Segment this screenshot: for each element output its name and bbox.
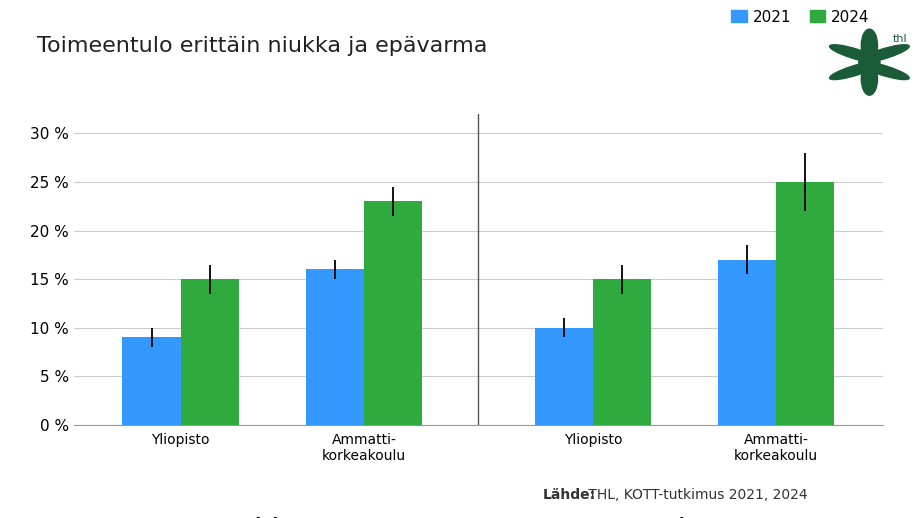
Text: Lähde:: Lähde: (542, 488, 596, 502)
Bar (776, 182, 834, 425)
Bar (122, 337, 180, 425)
Text: Miehet: Miehet (240, 517, 304, 518)
Text: Toimeentulo erittäin niukka ja epävarma: Toimeentulo erittäin niukka ja epävarma (37, 36, 487, 56)
Bar (718, 260, 776, 425)
Bar (593, 279, 651, 425)
Bar (180, 279, 238, 425)
Text: THL, KOTT-tutkimus 2021, 2024: THL, KOTT-tutkimus 2021, 2024 (584, 488, 807, 502)
Text: thl: thl (891, 34, 906, 44)
Legend: 2021, 2024: 2021, 2024 (724, 4, 875, 31)
Bar (363, 202, 422, 425)
Bar (534, 327, 593, 425)
Text: Naiset: Naiset (654, 517, 714, 518)
Bar (305, 269, 363, 425)
